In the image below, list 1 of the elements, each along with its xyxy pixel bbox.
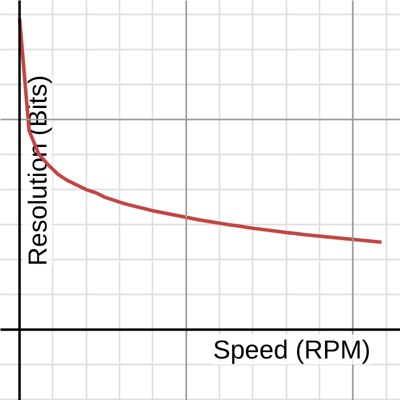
x-axis-title: Speed (RPM): [213, 334, 370, 364]
